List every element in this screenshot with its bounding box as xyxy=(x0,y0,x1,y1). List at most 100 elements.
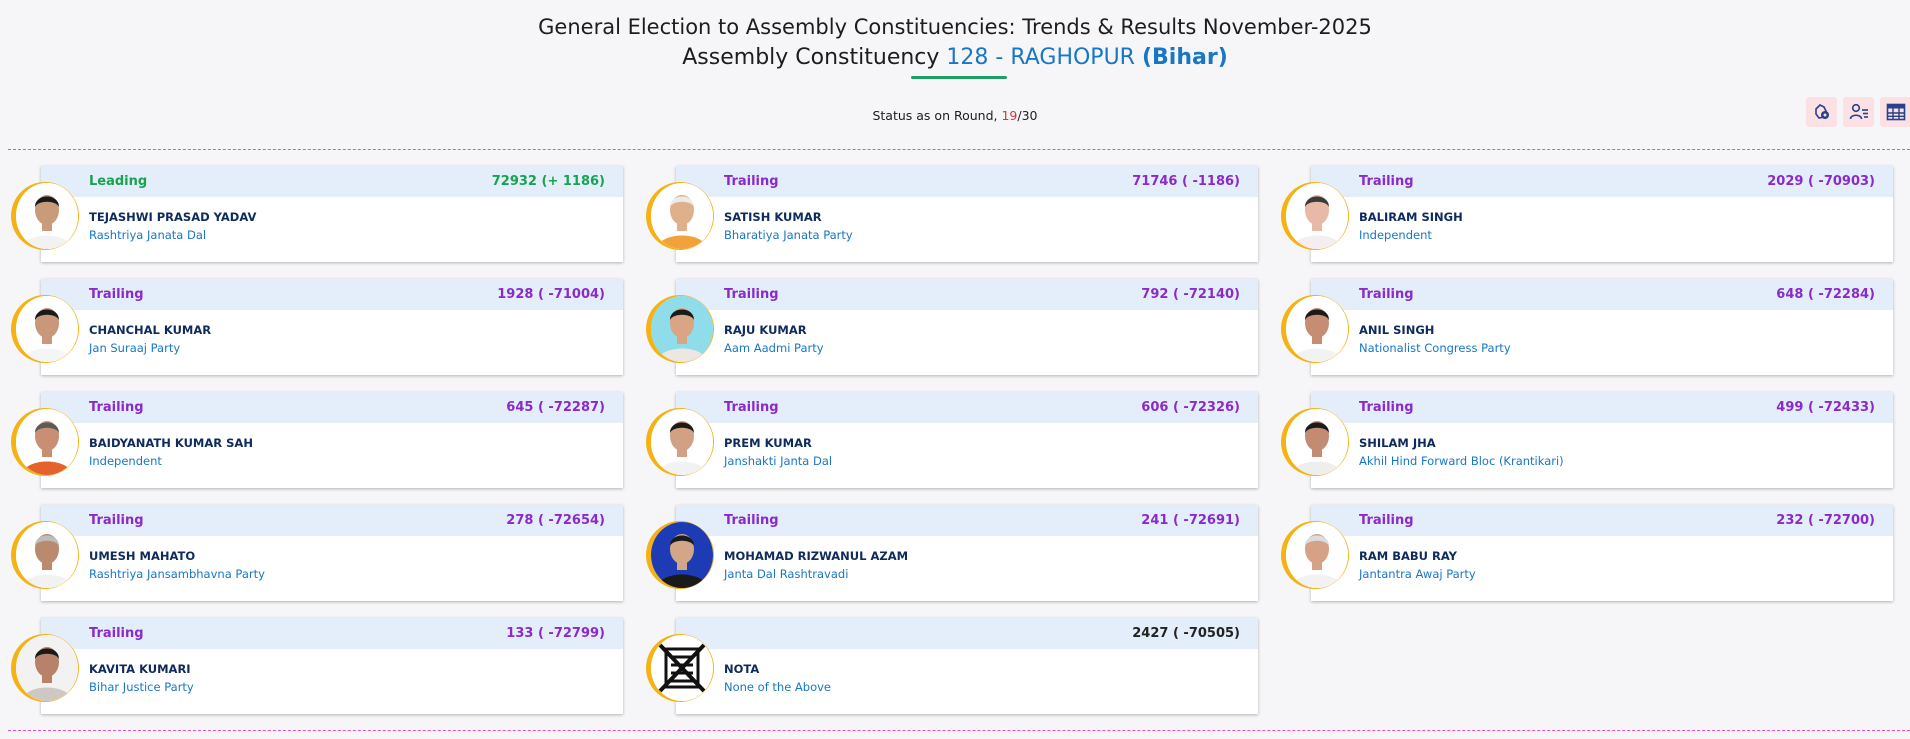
photo-ring xyxy=(1281,408,1349,476)
candidate-photo xyxy=(1286,183,1348,249)
photo-ring xyxy=(11,521,79,589)
map-view-button[interactable] xyxy=(1806,97,1837,127)
candidate-panel: Trailing 71746 ( -1186) SATISH KUMAR Bharat… xyxy=(676,166,1258,262)
result-band xyxy=(41,618,623,649)
candidate-panel: Trailing 499 ( -72433) SHILAM JHA Akhil Hin… xyxy=(1311,392,1893,488)
photo-ring xyxy=(646,408,714,476)
candidate-card[interactable]: Trailing 133 ( -72799) KAVITA KUMARI Bihar … xyxy=(11,618,623,714)
result-status: Trailing xyxy=(1359,287,1414,302)
candidate-list-button[interactable] xyxy=(1843,97,1874,127)
result-band xyxy=(41,505,623,536)
result-band xyxy=(41,279,623,310)
candidate-name: SHILAM JHA xyxy=(1359,436,1436,450)
candidate-card[interactable]: Trailing 71746 ( -1186) SATISH KUMAR Bharat… xyxy=(646,166,1258,262)
result-band xyxy=(676,392,1258,423)
result-band xyxy=(676,166,1258,197)
photo-frame xyxy=(651,522,713,588)
vote-count: 499 ( -72433) xyxy=(1776,400,1875,415)
photo-ring xyxy=(11,182,79,250)
round-status: Status as on Round, 19/30 xyxy=(0,108,1910,123)
photo-ring xyxy=(646,182,714,250)
photo-frame xyxy=(651,635,713,701)
result-band xyxy=(1311,279,1893,310)
candidate-card[interactable]: Trailing 499 ( -72433) SHILAM JHA Akhil Hin… xyxy=(1281,392,1893,488)
candidate-panel: Trailing 278 ( -72654) UMESH MAHATO Rashtri… xyxy=(41,505,623,601)
table-view-button[interactable] xyxy=(1880,97,1910,127)
result-status: Trailing xyxy=(724,513,779,528)
vote-count: 133 ( -72799) xyxy=(506,626,605,641)
photo-frame xyxy=(1286,183,1348,249)
candidate-card[interactable]: Leading 72932 (+ 1186) TEJASHWI PRASAD YAD… xyxy=(11,166,623,262)
party-name: Rashtriya Jansambhavna Party xyxy=(89,567,265,581)
party-name: Janta Dal Rashtravadi xyxy=(724,567,849,581)
current-round: 19 xyxy=(1001,108,1018,123)
candidate-name: SATISH KUMAR xyxy=(724,210,822,224)
candidate-photo xyxy=(651,409,713,475)
candidate-name: RAM BABU RAY xyxy=(1359,549,1457,563)
photo-frame xyxy=(16,296,78,362)
vote-count: 72932 (+ 1186) xyxy=(491,174,605,189)
candidate-panel: Trailing 645 ( -72287) BAIDYANATH KUMAR SA… xyxy=(41,392,623,488)
result-status: Trailing xyxy=(1359,513,1414,528)
candidate-card[interactable]: Trailing 232 ( -72700) RAM BABU RAY Jantant… xyxy=(1281,505,1893,601)
result-status: Trailing xyxy=(1359,174,1414,189)
vote-count: 241 ( -72691) xyxy=(1141,513,1240,528)
candidate-name: TEJASHWI PRASAD YADAV xyxy=(89,210,257,224)
candidate-card[interactable]: Trailing 278 ( -72654) UMESH MAHATO Rashtri… xyxy=(11,505,623,601)
candidate-card[interactable]: Trailing 606 ( -72326) PREM KUMAR Janshakti… xyxy=(646,392,1258,488)
candidate-photo xyxy=(1286,409,1348,475)
photo-ring xyxy=(646,634,714,702)
candidate-card[interactable]: Trailing 2029 ( -70903) BALIRAM SINGH Indep… xyxy=(1281,166,1893,262)
result-band xyxy=(676,618,1258,649)
vote-count: 232 ( -72700) xyxy=(1776,513,1875,528)
result-band xyxy=(676,505,1258,536)
round-status-label: Status as on Round, xyxy=(872,108,998,123)
photo-frame xyxy=(1286,409,1348,475)
candidate-photo xyxy=(651,296,713,362)
photo-frame xyxy=(651,409,713,475)
candidate-photo xyxy=(651,183,713,249)
party-name: Nationalist Congress Party xyxy=(1359,341,1511,355)
candidate-card[interactable]: Trailing 645 ( -72287) BAIDYANATH KUMAR SA… xyxy=(11,392,623,488)
party-name: Bihar Justice Party xyxy=(89,680,194,694)
candidate-card[interactable]: Trailing 241 ( -72691) MOHAMAD RIZWANUL AZ… xyxy=(646,505,1258,601)
candidate-panel: 2427 ( -70505) NOTA None of the Above xyxy=(676,618,1258,714)
candidate-panel: Trailing 792 ( -72140) RAJU KUMAR Aam Aadmi… xyxy=(676,279,1258,375)
candidate-card[interactable]: Trailing 792 ( -72140) RAJU KUMAR Aam Aadmi… xyxy=(646,279,1258,375)
vote-count: 1928 ( -71004) xyxy=(497,287,605,302)
result-band xyxy=(1311,505,1893,536)
table-view-icon xyxy=(1886,103,1905,121)
result-status: Trailing xyxy=(724,287,779,302)
candidate-card[interactable]: Trailing 648 ( -72284) ANIL SINGH Nationali… xyxy=(1281,279,1893,375)
candidate-photo xyxy=(16,409,78,475)
candidate-panel: Trailing 133 ( -72799) KAVITA KUMARI Bihar … xyxy=(41,618,623,714)
result-band xyxy=(676,279,1258,310)
party-name: Aam Aadmi Party xyxy=(724,341,824,355)
candidate-name: BAIDYANATH KUMAR SAH xyxy=(89,436,253,450)
result-status: Trailing xyxy=(1359,400,1414,415)
photo-frame xyxy=(16,635,78,701)
candidate-name: ANIL SINGH xyxy=(1359,323,1435,337)
vote-count: 71746 ( -1186) xyxy=(1132,174,1240,189)
candidate-panel: Trailing 2029 ( -70903) BALIRAM SINGH Indep… xyxy=(1311,166,1893,262)
vote-count: 606 ( -72326) xyxy=(1141,400,1240,415)
candidate-card[interactable]: Trailing 1928 ( -71004) CHANCHAL KUMAR Jan … xyxy=(11,279,623,375)
photo-ring xyxy=(646,295,714,363)
party-name: None of the Above xyxy=(724,680,832,694)
candidate-name: CHANCHAL KUMAR xyxy=(89,323,212,337)
candidate-panel: Trailing 241 ( -72691) MOHAMAD RIZWANUL AZ… xyxy=(676,505,1258,601)
result-status: Leading xyxy=(89,174,148,189)
result-status: Trailing xyxy=(89,626,144,641)
page-title: General Election to Assembly Constituenc… xyxy=(538,15,1372,39)
candidate-photo xyxy=(16,522,78,588)
vote-count: 278 ( -72654) xyxy=(506,513,605,528)
photo-ring xyxy=(1281,182,1349,250)
view-toolbar xyxy=(1806,97,1910,127)
vote-count: 2029 ( -70903) xyxy=(1767,174,1875,189)
candidate-panel: Trailing 606 ( -72326) PREM KUMAR Janshakti… xyxy=(676,392,1258,488)
candidate-card[interactable]: 2427 ( -70505) NOTA None of the Above xyxy=(646,618,1258,714)
vote-count: 648 ( -72284) xyxy=(1776,287,1875,302)
vote-count: 792 ( -72140) xyxy=(1141,287,1240,302)
bottom-divider xyxy=(8,730,1910,731)
photo-frame xyxy=(651,296,713,362)
